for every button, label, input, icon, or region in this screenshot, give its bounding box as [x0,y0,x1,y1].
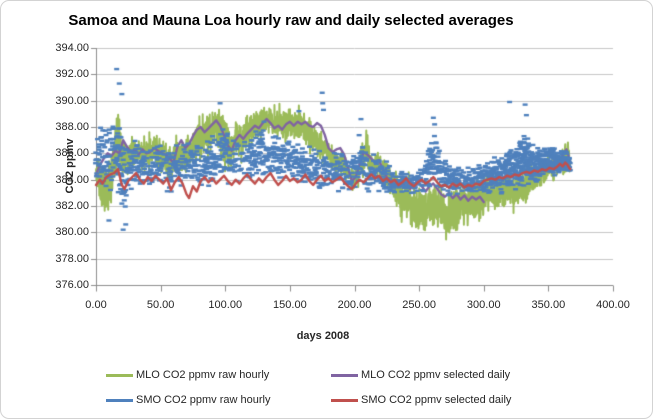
legend-line-icon [331,373,358,377]
legend-label: SMO CO2 ppmv selected daily [361,394,512,406]
y-tick-label: 392.00 [55,68,89,81]
x-tick-label: 100.00 [208,299,243,311]
x-tick-label: 300.00 [466,299,501,311]
legend-line-icon [106,398,133,402]
x-tick-label: 150.00 [273,299,307,311]
x-tick-label: 50.00 [146,299,175,311]
y-tick-label: 386.00 [55,147,89,160]
y-tick-label: 378.00 [55,252,89,265]
y-tick-label: 394.00 [55,42,89,54]
y-tick-label: 376.00 [55,279,89,291]
legend-label: MLO CO2 ppmv selected daily [361,369,511,381]
x-tick-label: 400.00 [596,299,630,311]
y-tick-label: 390.00 [55,94,89,107]
legend-item: MLO CO2 ppmv raw hourly [106,368,269,382]
y-tick-label: 380.00 [55,226,89,239]
legend-label: MLO CO2 ppmv raw hourly [136,369,270,381]
y-tick-label: 382.00 [55,200,89,212]
legend-item: MLO CO2 ppmv selected daily [331,368,510,382]
y-tick-label: 388.00 [55,121,89,133]
x-axis-title: days 2008 [296,330,350,342]
x-tick-label: 250.00 [402,299,436,311]
y-tick-label: 384.00 [55,173,89,186]
legend-item: SMO CO2 ppmv selected daily [331,393,511,407]
chart-title: Samoa and Mauna Loa hourly raw and daily… [68,12,514,29]
legend-line-icon [331,398,358,402]
x-tick-label: 200.00 [337,299,372,311]
legend-item: SMO CO2 ppmv raw hourly [106,393,270,407]
x-tick-label: 350.00 [531,299,566,311]
x-tick-label: 0.00 [85,299,107,311]
legend-line-icon [106,373,133,377]
legend-label: SMO CO2 ppmv raw hourly [136,394,271,406]
